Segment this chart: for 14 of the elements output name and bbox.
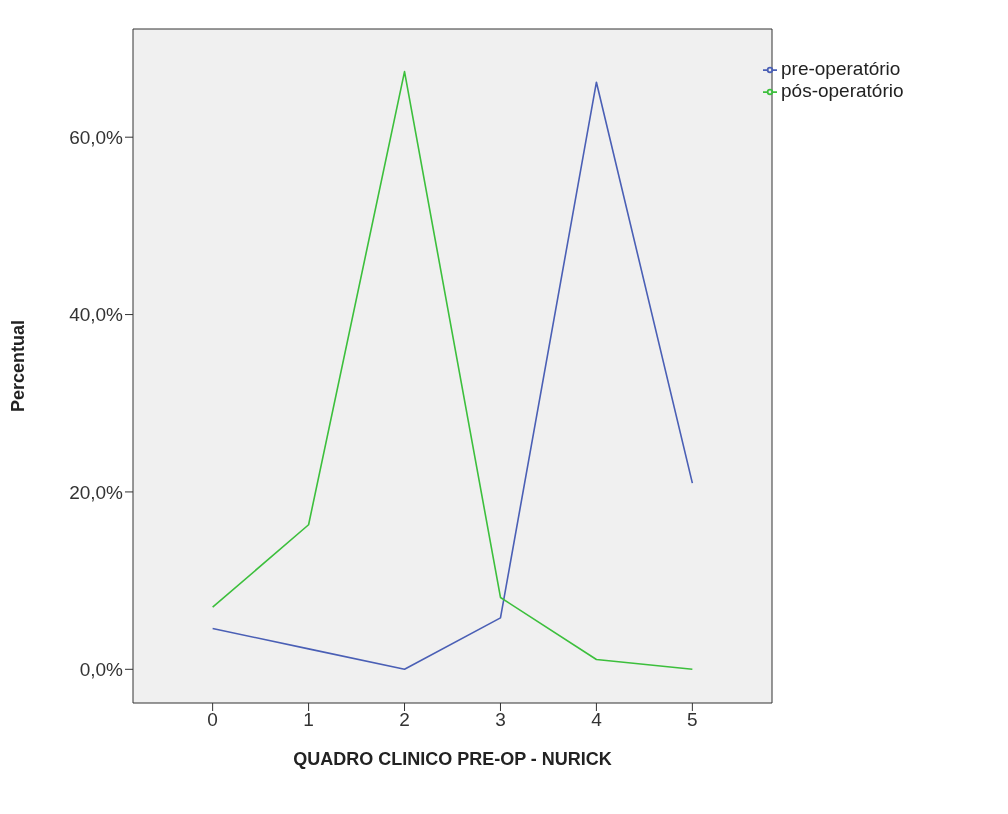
x-tick-label: 1 [303, 709, 314, 731]
y-tick-label: 0,0% [79, 659, 124, 681]
legend-label: pre-operatório [781, 58, 901, 79]
x-tick-label: 5 [687, 709, 698, 731]
x-tick-label: 2 [399, 709, 410, 731]
y-tick-label: 20,0% [69, 481, 124, 503]
x-tick-label: 3 [495, 709, 506, 731]
x-tick-label: 0 [207, 709, 218, 731]
legend-label: pós-operatório [781, 80, 904, 101]
x-tick-label: 4 [591, 709, 603, 731]
y-tick-label: 40,0% [69, 304, 124, 326]
y-axis-title: Percentual [8, 319, 29, 413]
x-axis-title: QUADRO CLINICO PRE-OP - NURICK [293, 749, 612, 769]
y-tick-label: 60,0% [69, 126, 124, 148]
